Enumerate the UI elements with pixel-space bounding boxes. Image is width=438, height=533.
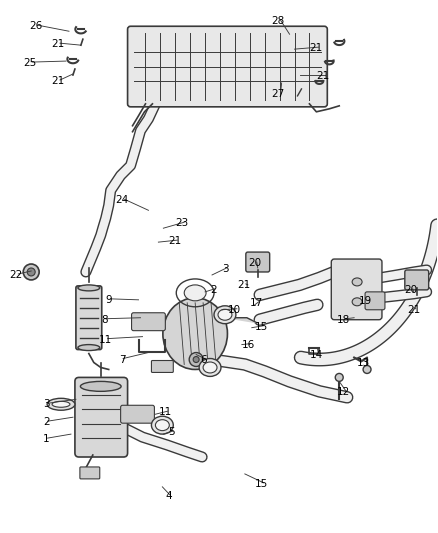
Ellipse shape <box>152 416 173 434</box>
Text: 3: 3 <box>43 399 50 409</box>
Text: 27: 27 <box>272 89 285 99</box>
Ellipse shape <box>203 362 217 373</box>
FancyBboxPatch shape <box>365 292 385 310</box>
Ellipse shape <box>218 309 232 320</box>
Ellipse shape <box>81 382 121 391</box>
Ellipse shape <box>155 419 170 431</box>
Circle shape <box>335 374 343 382</box>
Polygon shape <box>227 318 257 322</box>
Text: 15: 15 <box>255 479 268 489</box>
Circle shape <box>23 264 39 280</box>
FancyBboxPatch shape <box>80 467 100 479</box>
Text: 13: 13 <box>357 358 371 368</box>
FancyBboxPatch shape <box>76 286 102 350</box>
Ellipse shape <box>199 359 221 376</box>
Ellipse shape <box>52 401 70 407</box>
Text: 11: 11 <box>159 407 172 417</box>
Text: 7: 7 <box>119 354 125 365</box>
FancyBboxPatch shape <box>127 26 327 107</box>
Text: 11: 11 <box>99 335 112 345</box>
FancyBboxPatch shape <box>131 313 165 330</box>
Text: 3: 3 <box>222 264 229 274</box>
Ellipse shape <box>78 345 100 351</box>
Circle shape <box>363 366 371 374</box>
Text: 2: 2 <box>210 285 217 295</box>
Text: 21: 21 <box>51 76 64 86</box>
Ellipse shape <box>47 398 75 410</box>
Text: 21: 21 <box>168 236 182 246</box>
Text: 19: 19 <box>359 296 372 306</box>
Ellipse shape <box>78 285 100 291</box>
FancyBboxPatch shape <box>331 259 382 320</box>
Text: 17: 17 <box>250 298 263 308</box>
Text: 10: 10 <box>228 305 241 315</box>
FancyBboxPatch shape <box>246 252 270 272</box>
Circle shape <box>189 352 203 367</box>
Text: 21: 21 <box>51 39 64 49</box>
Text: 21: 21 <box>407 305 420 315</box>
Text: 2: 2 <box>43 417 50 427</box>
FancyBboxPatch shape <box>405 270 429 290</box>
FancyBboxPatch shape <box>75 377 127 457</box>
Text: 6: 6 <box>200 354 207 365</box>
Text: 12: 12 <box>337 387 350 398</box>
Ellipse shape <box>352 278 362 286</box>
FancyBboxPatch shape <box>120 405 155 423</box>
Text: 16: 16 <box>242 340 255 350</box>
Ellipse shape <box>352 298 362 306</box>
Text: 9: 9 <box>106 295 113 305</box>
Text: 21: 21 <box>316 71 330 81</box>
Text: 5: 5 <box>168 427 175 437</box>
Circle shape <box>27 268 35 276</box>
Text: 8: 8 <box>101 315 107 325</box>
Text: 15: 15 <box>255 322 268 332</box>
Text: 23: 23 <box>175 218 188 228</box>
Circle shape <box>193 357 199 362</box>
Text: 26: 26 <box>29 21 42 31</box>
Text: 28: 28 <box>272 17 285 26</box>
Ellipse shape <box>214 306 236 324</box>
Text: 24: 24 <box>116 196 129 205</box>
Ellipse shape <box>184 285 206 301</box>
Text: 14: 14 <box>309 350 323 360</box>
Ellipse shape <box>163 298 227 369</box>
Text: 25: 25 <box>23 58 36 68</box>
Text: 1: 1 <box>43 434 50 444</box>
Text: 21: 21 <box>309 43 323 53</box>
FancyBboxPatch shape <box>152 360 173 373</box>
Text: 21: 21 <box>237 280 250 290</box>
Text: 20: 20 <box>404 285 417 295</box>
Text: 22: 22 <box>9 270 23 280</box>
Text: 18: 18 <box>337 315 350 325</box>
Text: 4: 4 <box>165 491 172 501</box>
Text: 20: 20 <box>248 258 261 268</box>
